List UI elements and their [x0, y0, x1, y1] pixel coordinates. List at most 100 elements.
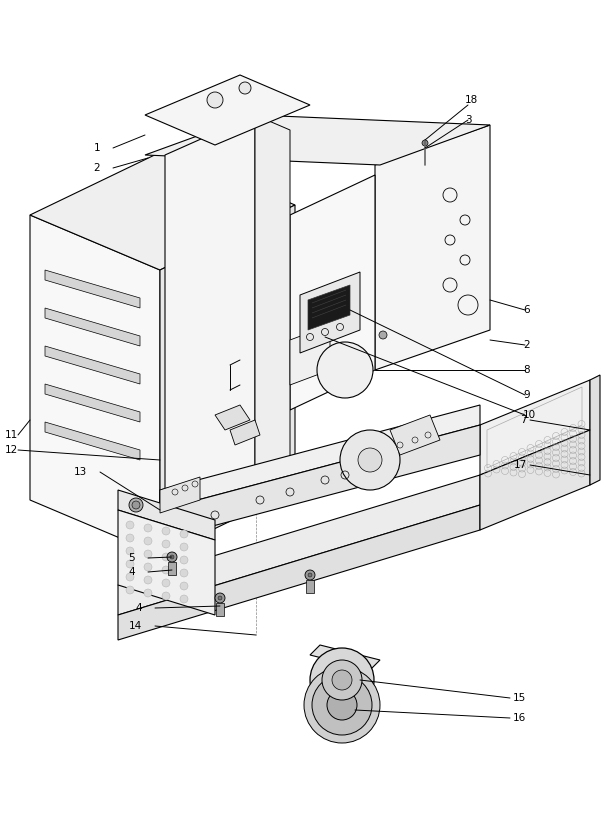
Circle shape [180, 556, 188, 564]
Circle shape [422, 140, 428, 146]
Polygon shape [306, 580, 314, 593]
Text: 13: 13 [74, 467, 87, 477]
Polygon shape [160, 425, 480, 540]
Text: 8: 8 [523, 365, 530, 375]
Polygon shape [45, 422, 140, 460]
Polygon shape [30, 150, 295, 270]
Circle shape [126, 560, 134, 568]
Circle shape [126, 586, 134, 594]
Circle shape [308, 573, 312, 577]
Text: 15: 15 [513, 693, 526, 703]
Polygon shape [118, 505, 480, 640]
Polygon shape [45, 308, 140, 346]
Circle shape [144, 524, 152, 532]
Text: 16: 16 [513, 713, 526, 723]
Circle shape [239, 82, 251, 94]
Circle shape [144, 537, 152, 545]
Circle shape [144, 550, 152, 558]
Polygon shape [175, 284, 275, 314]
Polygon shape [145, 75, 310, 145]
Text: 17: 17 [514, 460, 527, 470]
Circle shape [170, 555, 174, 559]
Circle shape [310, 648, 374, 712]
Polygon shape [175, 256, 275, 286]
Text: 4: 4 [128, 567, 135, 577]
Polygon shape [118, 510, 215, 615]
Circle shape [180, 595, 188, 603]
Text: 4: 4 [135, 603, 142, 613]
Circle shape [126, 573, 134, 581]
Circle shape [332, 670, 352, 690]
Polygon shape [118, 475, 480, 615]
Circle shape [167, 552, 177, 562]
Text: 2: 2 [93, 163, 100, 173]
Polygon shape [215, 405, 250, 430]
Text: 1: 1 [93, 143, 100, 153]
Polygon shape [290, 325, 330, 385]
Circle shape [180, 582, 188, 590]
Polygon shape [175, 228, 275, 258]
Polygon shape [375, 125, 490, 370]
Polygon shape [308, 285, 350, 330]
Polygon shape [165, 115, 255, 530]
Polygon shape [230, 420, 260, 445]
Polygon shape [145, 115, 490, 165]
Text: 3: 3 [465, 115, 471, 125]
Circle shape [358, 448, 382, 472]
Text: 10: 10 [523, 410, 536, 420]
Polygon shape [160, 405, 480, 510]
Circle shape [317, 342, 373, 398]
Circle shape [304, 667, 380, 743]
Circle shape [218, 596, 222, 600]
Circle shape [162, 566, 170, 574]
Circle shape [180, 530, 188, 538]
Circle shape [144, 589, 152, 597]
Circle shape [207, 92, 223, 108]
Polygon shape [300, 272, 360, 353]
Polygon shape [255, 115, 290, 495]
Circle shape [379, 331, 387, 339]
Polygon shape [45, 346, 140, 384]
Polygon shape [216, 603, 224, 616]
Text: 14: 14 [128, 621, 142, 631]
Polygon shape [390, 415, 440, 455]
Circle shape [215, 593, 225, 603]
Circle shape [162, 592, 170, 600]
Circle shape [180, 543, 188, 551]
Circle shape [340, 430, 400, 490]
Polygon shape [118, 490, 215, 540]
Circle shape [162, 579, 170, 587]
Text: 6: 6 [523, 305, 530, 315]
Text: 12: 12 [5, 445, 18, 455]
Circle shape [144, 576, 152, 584]
Text: 7: 7 [521, 415, 527, 425]
Polygon shape [590, 375, 600, 485]
Circle shape [132, 501, 140, 509]
Polygon shape [45, 270, 140, 308]
Polygon shape [290, 175, 375, 410]
Polygon shape [160, 477, 200, 513]
Circle shape [129, 498, 143, 512]
Polygon shape [160, 205, 295, 555]
Text: 2: 2 [523, 340, 530, 350]
Text: 9: 9 [523, 390, 530, 400]
Text: 5: 5 [128, 553, 135, 563]
Polygon shape [310, 645, 380, 670]
Circle shape [126, 521, 134, 529]
Circle shape [322, 660, 362, 700]
Circle shape [162, 553, 170, 561]
Text: 11: 11 [5, 430, 18, 440]
Polygon shape [175, 200, 275, 230]
Circle shape [305, 570, 315, 580]
Circle shape [327, 690, 357, 720]
Polygon shape [45, 384, 140, 422]
Circle shape [162, 540, 170, 548]
Circle shape [126, 534, 134, 542]
Circle shape [162, 527, 170, 535]
Circle shape [180, 569, 188, 577]
Circle shape [126, 547, 134, 555]
Circle shape [144, 563, 152, 571]
Polygon shape [480, 380, 590, 475]
Polygon shape [30, 215, 160, 555]
Circle shape [312, 675, 372, 735]
